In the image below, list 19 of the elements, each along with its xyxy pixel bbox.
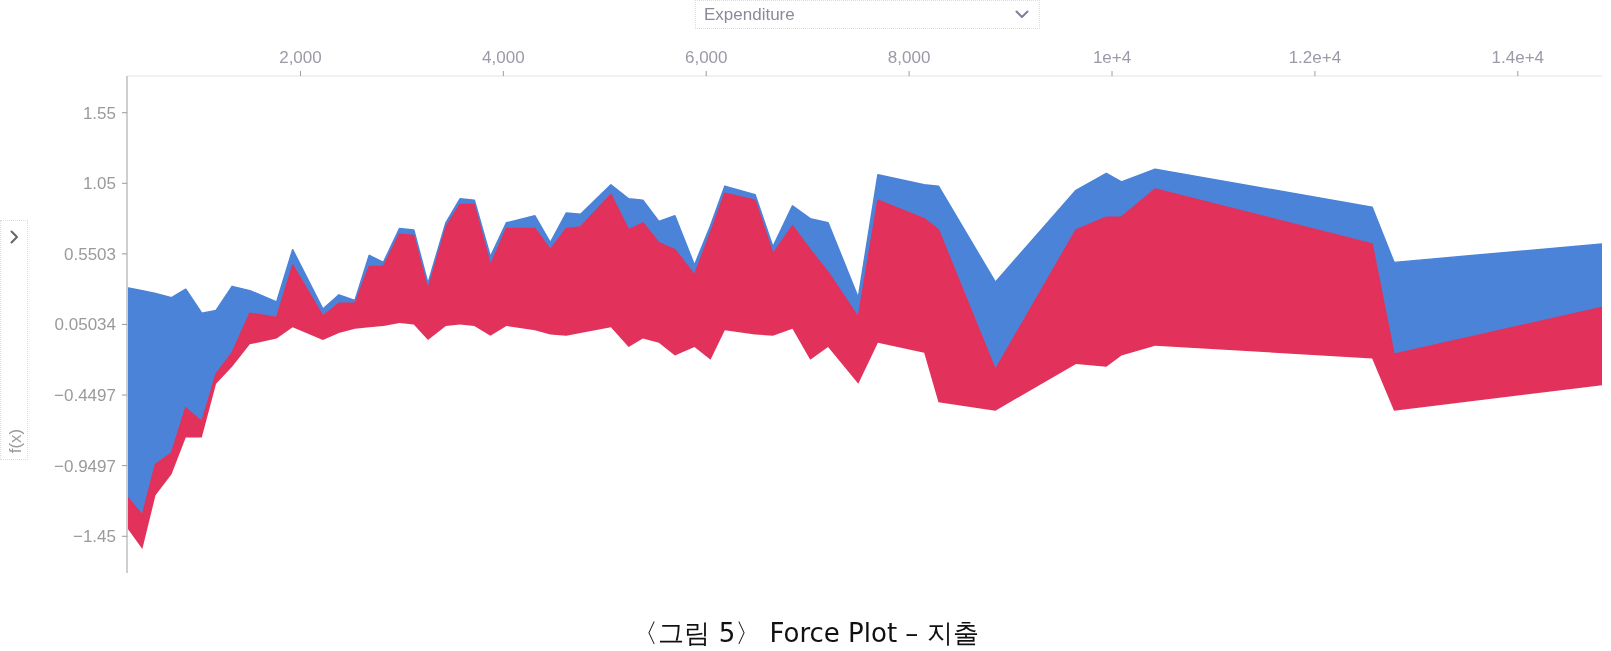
y-tick-label: −0.9497 — [54, 456, 116, 476]
x-tick-label: 8,000 — [887, 48, 931, 67]
x-tick-label: 1.4e+4 — [1491, 48, 1545, 67]
y-axis-title: f(x) — [6, 428, 26, 454]
y-tick-label: 1.55 — [82, 103, 116, 123]
x-tick-label: 1.2e+4 — [1288, 48, 1342, 67]
y-tick-label: −1.45 — [72, 527, 116, 547]
x-tick-label: 2,000 — [279, 48, 322, 67]
text: 〈그림 5〉 Force Plot – 지출 — [631, 617, 980, 649]
x-axis-title: Expenditure — [704, 4, 795, 25]
dropdown-field: Expenditure — [695, 0, 1040, 29]
y-tick-label: 0.5503 — [64, 244, 116, 264]
dropdown-field: f(x) — [0, 220, 28, 460]
y-tick-label: 0.05034 — [54, 315, 116, 335]
x-tick-label: 6,000 — [684, 48, 728, 67]
y-tick-label: −0.4497 — [54, 386, 116, 406]
x-tick-label: 1e+4 — [1092, 48, 1132, 67]
y-tick-label: 1.05 — [82, 174, 116, 194]
x-tick-label: 4,000 — [482, 48, 525, 67]
